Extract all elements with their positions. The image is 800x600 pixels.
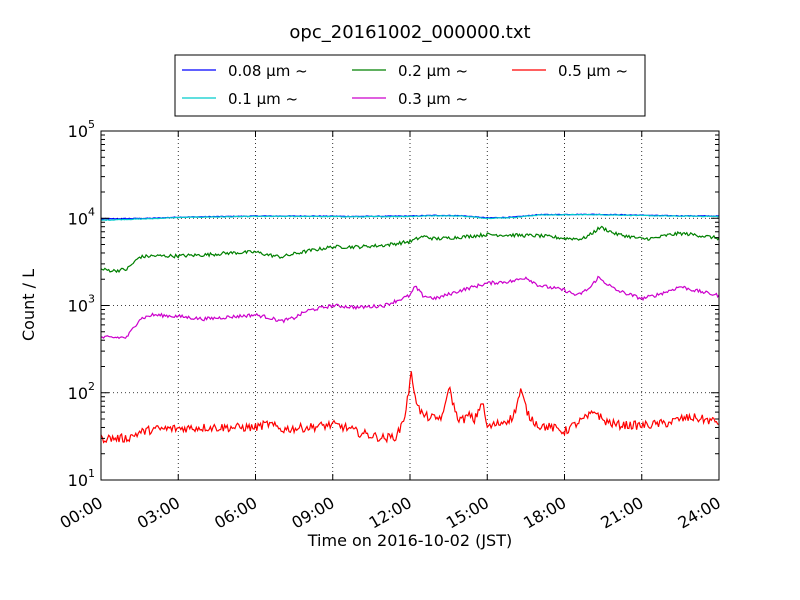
y-tick-label: 103 — [68, 293, 95, 316]
legend-label: 0.5 μm ~ — [558, 62, 628, 80]
y-tick-label: 104 — [68, 205, 95, 228]
x-tick-label: 15:00 — [443, 493, 492, 533]
y-tick-label: 105 — [68, 118, 95, 141]
y-tick-label: 102 — [68, 380, 95, 403]
x-tick-label: 09:00 — [288, 493, 337, 533]
legend-label: 0.2 μm ~ — [398, 62, 468, 80]
x-tick-label: 21:00 — [597, 493, 646, 533]
legend: 0.08 μm ~ 0.1 μm ~ 0.2 μm ~ 0.3 μm ~ 0.5 μm … — [174, 54, 646, 117]
x-tick-label: 03:00 — [134, 493, 183, 533]
series-line — [100, 275, 720, 340]
y-tick-labels: 101 102 103 104 105 — [68, 118, 95, 490]
x-axis-label: Time on 2016-10-02 (JST) — [307, 531, 512, 550]
x-tick-label: 18:00 — [520, 493, 569, 533]
series-line — [100, 371, 720, 444]
series-line — [100, 225, 720, 274]
y-axis-label: Count / L — [19, 269, 38, 341]
x-tick-label: 12:00 — [366, 493, 415, 533]
series-line — [100, 213, 720, 222]
x-tick-label: 24:00 — [675, 493, 724, 533]
legend-label: 0.3 μm ~ — [398, 90, 468, 108]
grid-layer — [101, 131, 719, 480]
legend-label: 0.08 μm ~ — [228, 62, 308, 80]
tick-layer — [100, 130, 720, 481]
legend-box — [174, 54, 646, 117]
x-tick-label: 00:00 — [57, 493, 106, 533]
legend-label: 0.1 μm ~ — [228, 90, 298, 108]
x-tick-label: 06:00 — [211, 493, 260, 533]
series-layer — [100, 213, 720, 444]
y-tick-label: 101 — [68, 467, 95, 490]
x-tick-labels: 00:00 03:00 06:00 09:00 12:00 15:00 18:00 21:00… — [57, 493, 724, 533]
chart-title: opc_20161002_000000.txt — [289, 22, 530, 43]
